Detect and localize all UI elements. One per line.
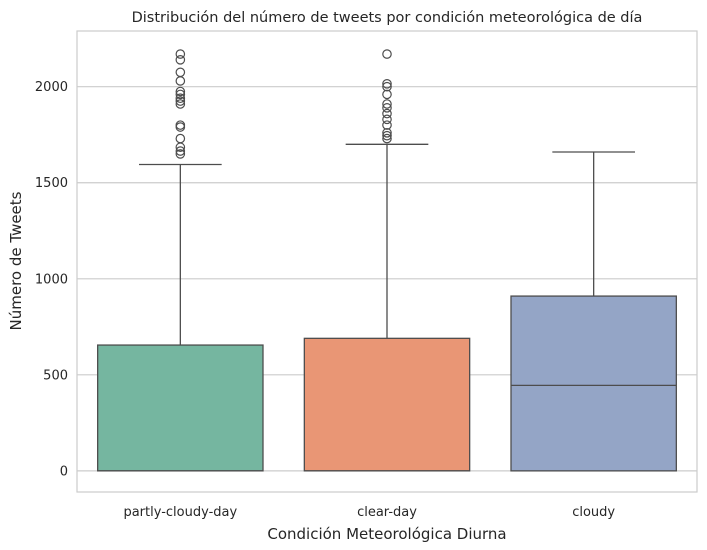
- box-partly-cloudy-day: [97, 49, 264, 472]
- y-tick-label: 2000: [35, 80, 68, 95]
- outlier-point: [175, 96, 186, 106]
- box-body: [303, 337, 471, 472]
- x-tick-label: cloudy: [572, 505, 615, 520]
- outlier-point: [382, 103, 392, 113]
- outlier-point: [382, 128, 392, 138]
- y-tick-label: 500: [43, 368, 68, 383]
- outlier-point: [382, 79, 392, 89]
- outlier-point: [382, 99, 392, 109]
- outlier-point: [175, 149, 186, 159]
- box-body: [97, 344, 264, 472]
- y-tick-label: 1500: [35, 176, 68, 191]
- chart-title: Distribución del número de tweets por co…: [132, 10, 643, 26]
- outlier-point: [382, 89, 392, 100]
- y-tick-label: 0: [60, 464, 68, 479]
- outlier-point: [382, 130, 392, 141]
- x-axis-ticks: partly-cloudy-day clear-day cloudy: [123, 505, 615, 520]
- outlier-point: [175, 86, 186, 97]
- outlier-point: [382, 120, 392, 130]
- box-clear-day: [303, 49, 471, 472]
- plot-frame: [76, 30, 698, 493]
- y-axis-ticks: 0 500 1000 1500 2000: [35, 80, 68, 479]
- outlier-point: [175, 67, 186, 78]
- y-tick-label: 1000: [35, 272, 68, 287]
- outlier-point: [382, 133, 392, 144]
- x-tick-label: partly-cloudy-day: [123, 505, 237, 520]
- outlier-point: [175, 146, 186, 156]
- outlier-point: [175, 89, 186, 100]
- box-body: [510, 295, 677, 472]
- outlier-point: [175, 55, 186, 65]
- outlier-point: [382, 114, 392, 125]
- y-axis-title: Número de Tweets: [7, 191, 25, 330]
- outlier-point: [382, 81, 392, 92]
- outlier-point: [175, 49, 186, 59]
- x-tick-label: clear-day: [357, 505, 417, 520]
- box-cloudy: [510, 151, 677, 472]
- x-axis-title: Condición Meteorológica Diurna: [267, 525, 506, 543]
- outlier-point: [382, 108, 392, 119]
- outlier-point: [175, 120, 186, 130]
- outlier-point: [175, 99, 186, 109]
- outlier-point: [382, 49, 392, 59]
- outlier-point: [175, 133, 186, 144]
- box-series: [97, 49, 677, 472]
- outlier-point: [175, 93, 186, 104]
